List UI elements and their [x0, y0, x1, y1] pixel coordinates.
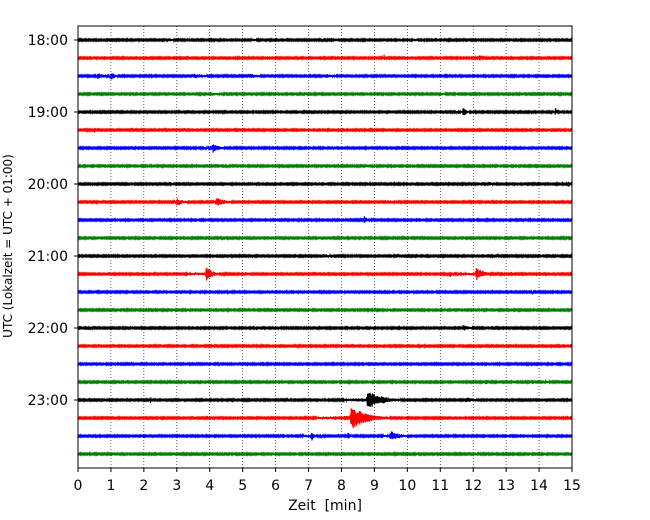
x-tick-label: 12	[464, 478, 482, 494]
trace-19-15	[77, 127, 573, 133]
trace-23-30	[77, 431, 573, 441]
y-tick-label: 20:00	[28, 177, 68, 193]
trace-20-15	[77, 198, 573, 206]
x-tick-label: 5	[238, 478, 247, 494]
trace-19-00	[77, 108, 573, 116]
trace-18-45	[77, 91, 573, 97]
plot-frame	[77, 25, 573, 469]
x-axis-label: Zeit [min]	[288, 498, 362, 514]
x-tick-label: 15	[563, 478, 581, 494]
x-tick-label: 14	[530, 478, 548, 494]
trace-18-00	[77, 37, 573, 43]
y-axis-ticks: 18:00 19:00 20:00 21:00 22:00 23:00	[28, 33, 78, 409]
trace-19-30	[77, 144, 573, 153]
x-tick-label: 3	[172, 478, 181, 494]
x-tick-label: 10	[398, 478, 416, 494]
trace-21-30	[77, 289, 573, 295]
x-tick-label: 13	[497, 478, 515, 494]
trace-22-30	[77, 361, 573, 367]
y-tick-label: 18:00	[28, 33, 68, 49]
trace-21-00	[77, 253, 573, 259]
trace-18-30	[77, 72, 573, 80]
x-axis-ticks: 0 1 2 3 4 5 6 7 8 9 10 11 12 13 14 15	[74, 468, 581, 494]
x-tick-label: 2	[139, 478, 148, 494]
y-tick-label: 19:00	[28, 105, 68, 121]
y-axis-label: UTC (Lokalzeit = UTC + 01:00)	[1, 154, 15, 338]
x-tick-label: 9	[370, 478, 379, 494]
trace-23-00	[77, 392, 573, 407]
x-tick-label: 6	[271, 478, 280, 494]
y-tick-label: 23:00	[28, 393, 68, 409]
trace-19-45	[77, 163, 573, 169]
trace-21-45	[77, 307, 573, 313]
x-tick-label: 0	[74, 478, 83, 494]
x-tick-label: 11	[431, 478, 449, 494]
trace-22-45	[77, 378, 573, 385]
trace-18-15	[77, 54, 573, 61]
trace-23-45	[77, 451, 573, 457]
trace-20-00	[77, 181, 573, 187]
y-tick-label: 22:00	[28, 321, 68, 337]
x-tick-label: 4	[205, 478, 214, 494]
y-tick-label: 21:00	[28, 249, 68, 265]
trace-rows	[77, 37, 573, 457]
trace-22-00	[77, 324, 573, 332]
trace-20-45	[77, 235, 573, 241]
trace-22-15	[77, 343, 573, 350]
trace-20-30	[77, 216, 573, 224]
x-tick-label: 7	[304, 478, 313, 494]
x-tick-label: 1	[106, 478, 115, 494]
trace-23-15	[77, 408, 573, 429]
x-tick-label: 8	[337, 478, 346, 494]
trace-21-15	[77, 267, 573, 281]
